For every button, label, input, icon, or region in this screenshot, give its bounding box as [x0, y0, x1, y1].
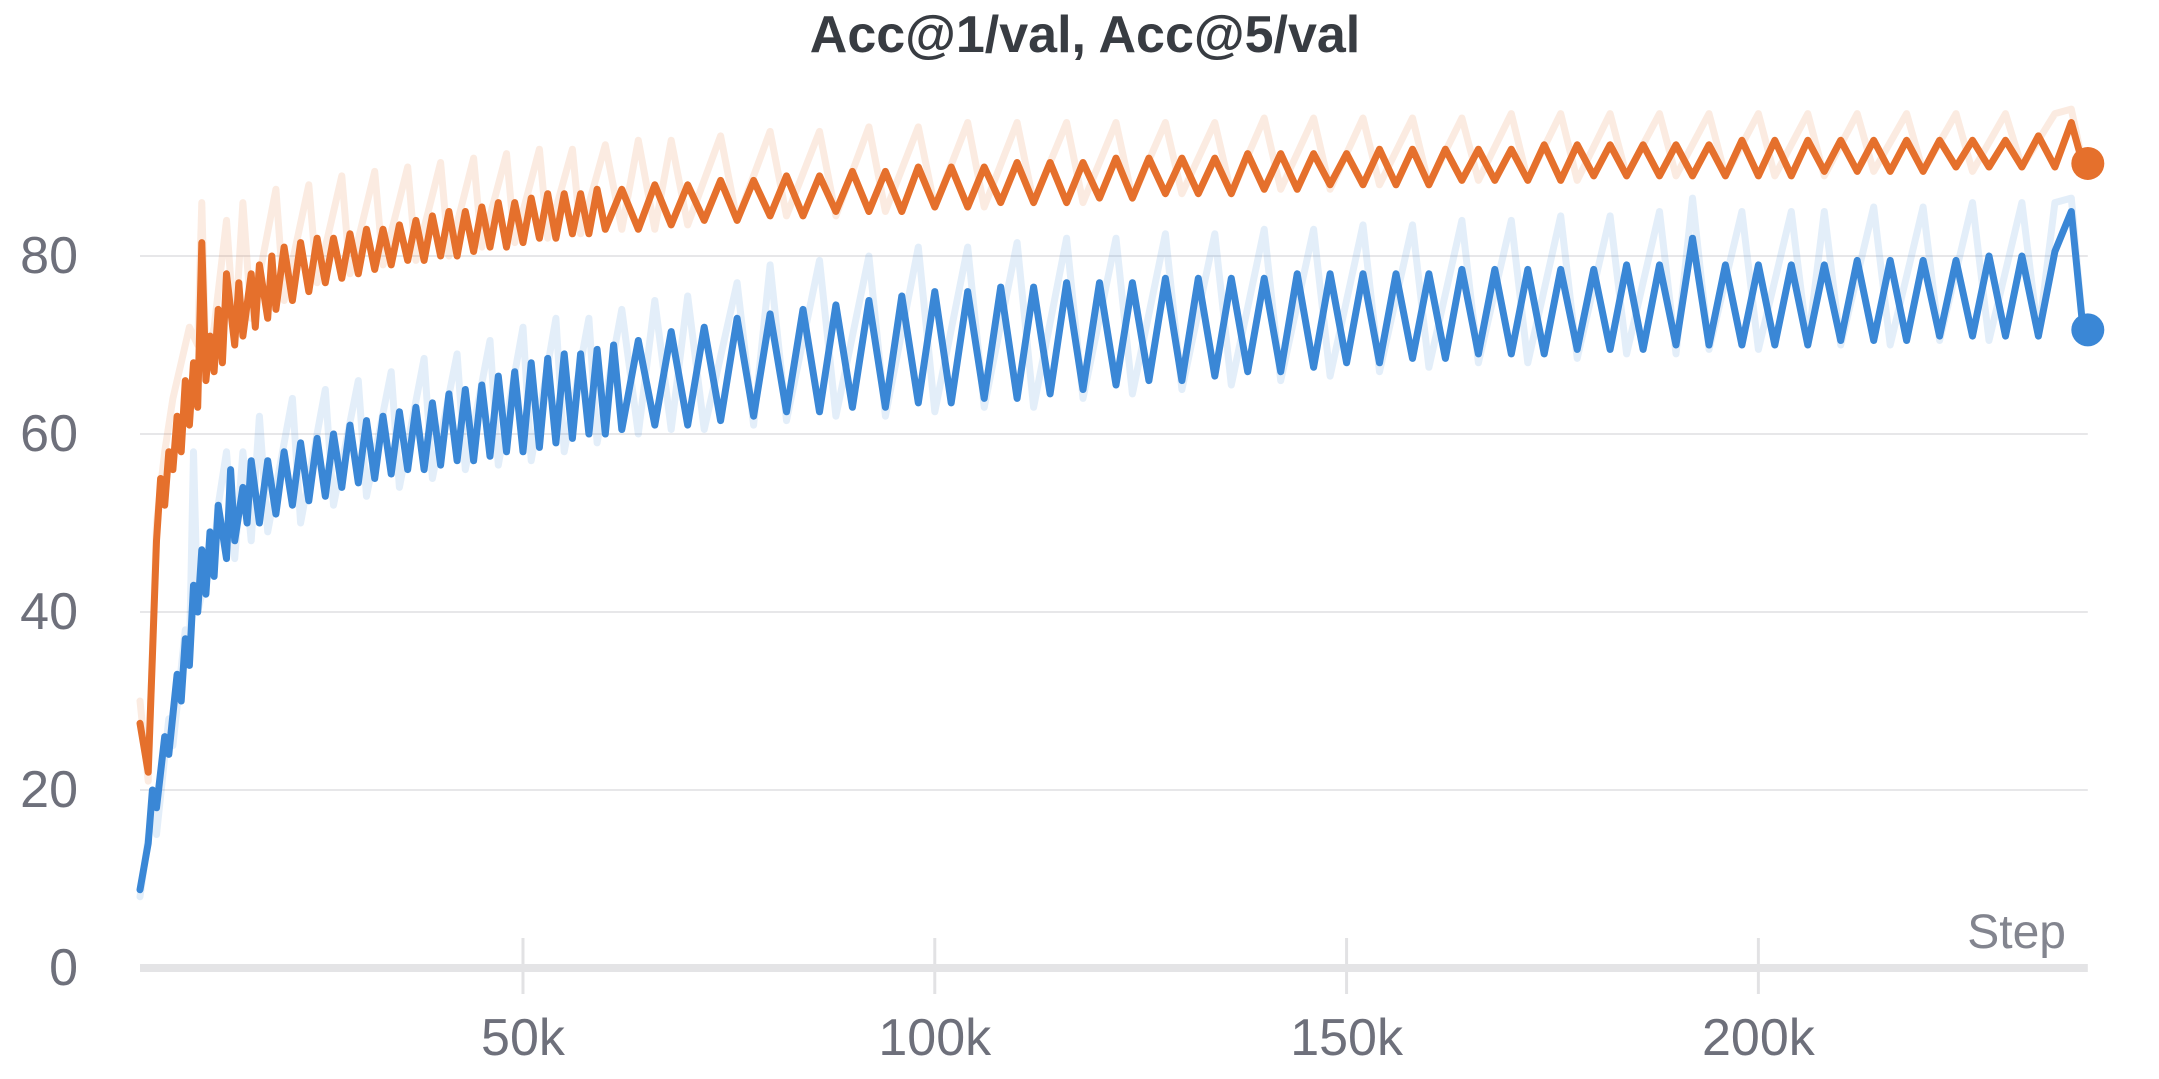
chart-title: Acc@1/val, Acc@5/val — [810, 6, 1360, 64]
series-layer — [136, 105, 2105, 901]
acc5-raw-line[interactable] — [136, 105, 2092, 785]
x-axis-tick-label: 150k — [1290, 1009, 1404, 1067]
y-axis-tick-label: 0 — [49, 939, 78, 997]
axis-label-layer: 0 20 40 60 80 50k 100k 150k 200k Step — [20, 227, 2066, 1067]
acc1-smoothed-line[interactable] — [136, 208, 2092, 894]
x-axis-line — [140, 964, 2088, 972]
x-axis-tick-label: 50k — [481, 1009, 566, 1067]
acc5-endpoint-dot[interactable] — [2071, 146, 2105, 180]
x-axis-tick-label: 200k — [1702, 1009, 1816, 1067]
y-axis-tick-label: 40 — [20, 583, 78, 641]
grid-layer — [140, 255, 2088, 994]
acc1-endpoint-dot[interactable] — [2071, 313, 2105, 347]
y-axis-tick-label: 80 — [20, 227, 78, 285]
y-axis-tick-label: 20 — [20, 761, 78, 819]
x-axis-title: Step — [1967, 906, 2066, 959]
y-axis-tick-label: 60 — [20, 405, 78, 463]
x-axis-tick-label: 100k — [878, 1009, 992, 1067]
acc5-smoothed-line[interactable] — [136, 119, 2092, 776]
